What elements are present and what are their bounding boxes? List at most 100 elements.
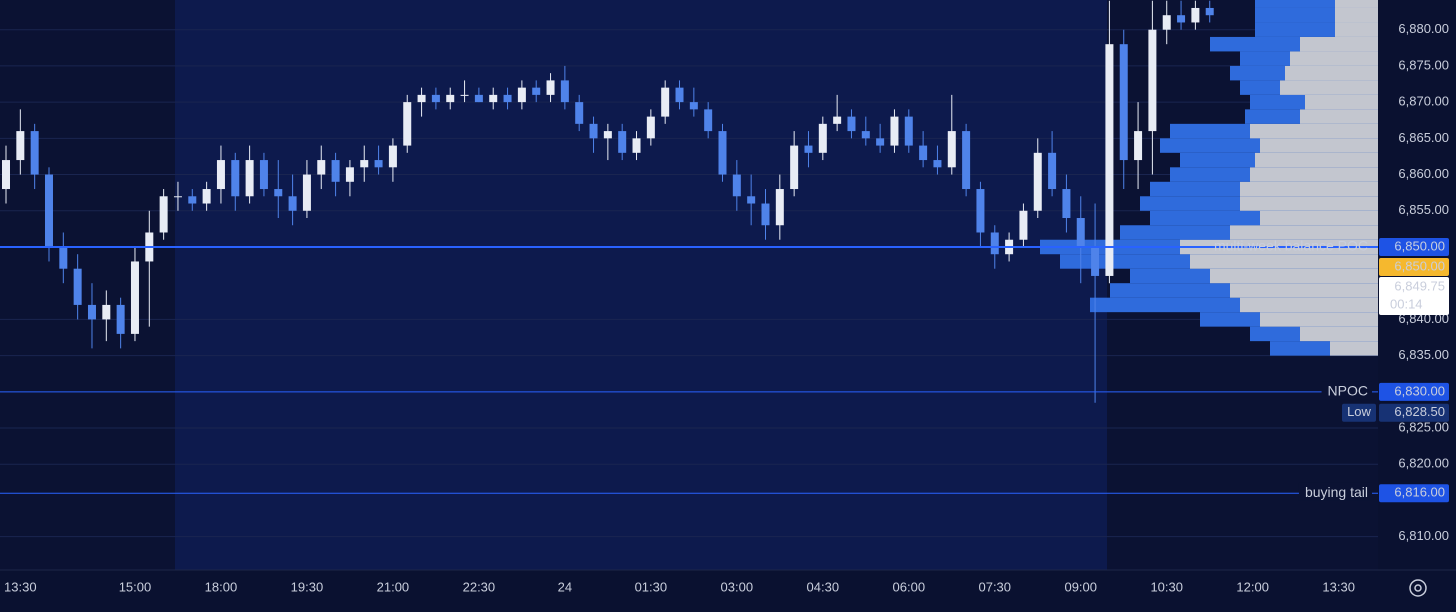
candle-body <box>575 102 584 124</box>
candle-body <box>861 131 870 139</box>
candle-body <box>503 94 512 103</box>
x-tick-label: 13:30 <box>1322 579 1355 594</box>
label-bg <box>1298 482 1372 501</box>
candle-body <box>1062 189 1071 219</box>
candle-body <box>331 160 340 182</box>
candle-body <box>1191 7 1200 23</box>
x-tick-label: 12:00 <box>1236 579 1269 594</box>
candle-body <box>1033 152 1042 211</box>
countdown-text: 00:14 <box>1390 296 1423 311</box>
candle-body <box>374 160 383 168</box>
candle-body <box>417 94 426 103</box>
last-tag <box>1379 257 1449 276</box>
y-tick-label: 6,860.00 <box>1398 166 1449 181</box>
profile-inner-bar <box>1210 268 1378 284</box>
candle-body <box>1119 44 1128 161</box>
candle-body <box>231 160 240 197</box>
x-tick-label: 21:00 <box>377 579 410 594</box>
candle-body <box>618 131 627 153</box>
candle-body <box>116 304 125 334</box>
x-tick-label: 10:30 <box>1150 579 1183 594</box>
candle-body <box>890 116 899 146</box>
x-tick-label: 18:00 <box>205 579 238 594</box>
candle-body <box>532 87 541 95</box>
y-tick-label: 6,825.00 <box>1398 419 1449 434</box>
profile-inner-bar <box>1255 152 1378 168</box>
candle-body <box>1148 29 1157 132</box>
profile-inner-bar <box>1260 312 1378 327</box>
candle-body <box>661 87 670 117</box>
current-tag-text: 6,849.75 <box>1394 278 1445 293</box>
level-label: NPOC <box>1328 383 1368 399</box>
profile-inner-bar <box>1300 109 1378 124</box>
profile-inner-bar <box>1260 210 1378 226</box>
profile-inner-bar <box>1260 138 1378 153</box>
x-tick-label: 07:30 <box>978 579 1011 594</box>
x-tick-label: 15:00 <box>119 579 152 594</box>
profile-inner-bar <box>1300 326 1378 342</box>
last-tag-text: 6,850.00 <box>1394 258 1445 273</box>
candle-body <box>317 160 326 175</box>
candle-body <box>1134 131 1143 161</box>
profile-inner-bar <box>1250 167 1378 182</box>
candle-body <box>990 232 999 255</box>
candle-body <box>44 174 53 247</box>
x-tick-label: 22:30 <box>463 579 496 594</box>
candle-body <box>761 203 770 226</box>
session-highlight <box>175 0 1107 570</box>
x-tick-label: 01:30 <box>635 579 668 594</box>
candle-body <box>1019 210 1028 240</box>
candle-body <box>73 268 82 305</box>
current-tag <box>1379 276 1449 315</box>
candle-body <box>1076 218 1085 247</box>
candle-body <box>675 87 684 103</box>
price-tag-text: 6,830.00 <box>1394 383 1445 398</box>
candle-body <box>560 80 569 103</box>
level-label: multi-week balance POC <box>1214 238 1368 254</box>
candle-body <box>30 131 39 175</box>
candle-body <box>403 102 412 146</box>
candle-body <box>87 304 96 320</box>
candle-body <box>1048 152 1057 190</box>
x-tick-label: 03:00 <box>721 579 754 594</box>
candle-body <box>202 189 211 204</box>
candle-body <box>474 94 483 103</box>
candle-body <box>718 131 727 175</box>
candle-body <box>847 116 856 132</box>
candle-body <box>589 123 598 139</box>
candle-body <box>919 145 928 161</box>
profile-inner-bar <box>1300 36 1378 52</box>
profile-inner-bar <box>1240 196 1378 211</box>
price-tag <box>1379 382 1449 401</box>
candle-body <box>345 167 354 182</box>
candle-body <box>489 94 498 103</box>
y-tick-label: 6,820.00 <box>1398 456 1449 471</box>
x-tick-label: 24 <box>558 579 572 594</box>
candle-body <box>1177 15 1186 23</box>
settings-icon[interactable] <box>1409 579 1427 597</box>
candle-body <box>517 87 526 103</box>
profile-inner-bar <box>1250 123 1378 139</box>
profile-inner-bar <box>1240 181 1378 197</box>
y-tick-label: 6,835.00 <box>1398 347 1449 362</box>
candle-body <box>388 145 397 168</box>
candle-body <box>2 160 10 190</box>
profile-inner-bar <box>1330 341 1378 356</box>
candle-body <box>16 131 25 161</box>
candle-body <box>962 131 971 190</box>
candle-body <box>689 102 698 110</box>
candle-body <box>460 94 469 96</box>
y-tick-label: 6,865.00 <box>1398 130 1449 145</box>
candle-body <box>59 246 68 269</box>
candle-body <box>790 145 799 190</box>
profile-inner-bar <box>1230 283 1378 298</box>
candle-body <box>259 160 268 190</box>
candle-body <box>632 138 641 153</box>
x-tick-label: 19:30 <box>291 579 324 594</box>
candle-body <box>818 123 827 153</box>
candle-body <box>1105 44 1114 276</box>
candle-body <box>1205 7 1214 16</box>
profile-inner-bar <box>1305 94 1378 110</box>
